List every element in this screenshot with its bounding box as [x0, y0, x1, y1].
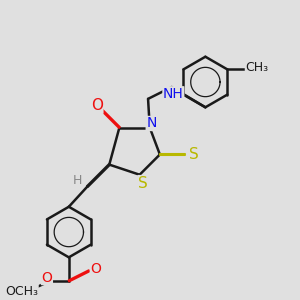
Text: S: S [189, 147, 199, 162]
Text: S: S [138, 176, 148, 191]
Text: NH: NH [163, 87, 184, 101]
Text: OCH₃: OCH₃ [5, 284, 38, 298]
Text: O: O [41, 271, 52, 285]
Text: H: H [73, 174, 83, 187]
Text: CH₃: CH₃ [245, 61, 268, 74]
Text: N: N [146, 116, 157, 130]
Text: O: O [90, 262, 101, 276]
Text: O: O [91, 98, 103, 113]
